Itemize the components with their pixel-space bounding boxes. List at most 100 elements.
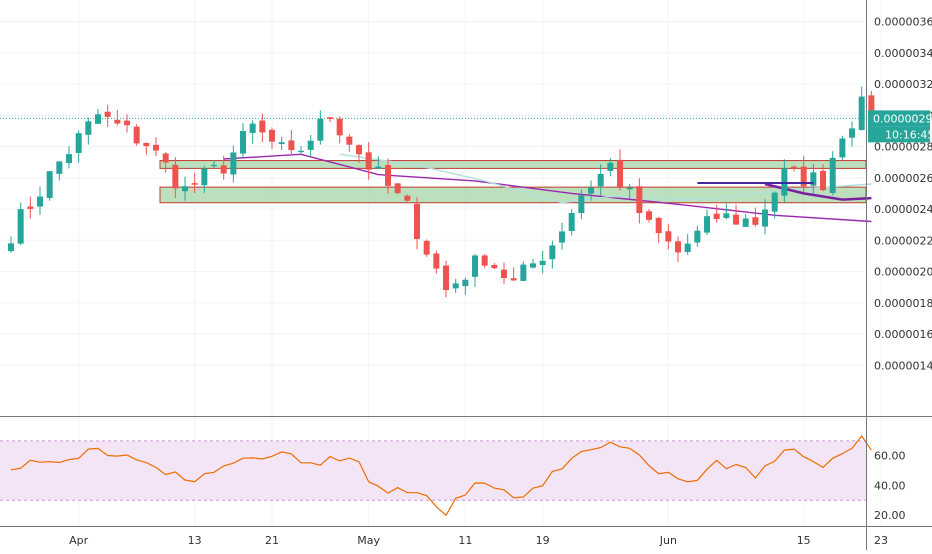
time-tick-label: 23 [874,534,888,547]
candle-body-up [66,154,73,164]
time-tick-label: 11 [458,534,472,547]
moving-average-line [339,153,872,204]
candle-body-up [781,168,788,196]
candle-body-up [597,173,604,187]
candle-body-up [849,128,856,138]
candle-body-up [472,255,479,277]
candle-body-down [356,145,363,155]
candle-body-down [27,206,34,209]
candle-body-up [694,230,701,243]
candle-body-down [336,118,343,136]
candle-body-up [17,209,24,244]
candle-body-down [404,195,411,201]
candle-body-down [655,217,662,234]
last-price-badge [868,110,930,127]
rsi-band [0,440,866,501]
candlesticks [8,86,875,298]
rsi-line [10,434,872,517]
candle-body-down [104,111,111,117]
candle-body-up [539,260,546,266]
candle-body-down [501,269,508,279]
candle-body-up [249,123,256,133]
rsi-panel [0,434,872,517]
last-price-label: 0.00000298 [873,112,932,125]
candle-body-up [182,186,189,192]
grid [0,0,882,526]
candle-body-down [491,264,498,269]
support-zone [159,160,867,169]
time-tick-label: 19 [536,534,550,547]
rsi-tick-label: 40.00 [874,479,906,492]
candle-body-up [230,152,237,175]
candle-body-up [762,209,769,227]
candle-body-up [298,150,305,153]
candle-body-down [385,164,392,186]
candle-body-up [723,213,730,218]
candle-body-down [481,255,488,266]
candle-body-down [365,152,372,170]
candle-body-down [791,166,798,168]
candle-body-up [46,171,53,198]
candle-body-up [211,164,218,167]
candle-body-up [607,162,614,171]
candle-body-up [95,114,102,124]
candle-body-up [742,218,749,227]
candle-body-down [868,95,875,119]
candle-body-up [37,196,44,207]
candle-body-up [56,161,63,174]
candle-body-down [713,213,720,220]
candle-body-down [259,120,266,133]
candle-body-up [85,121,92,135]
candle-body-up [704,216,711,233]
candle-body-up [684,243,691,252]
price-tick-label: 0.00000140 [874,359,932,372]
candle-body-down [220,165,227,174]
candle-body-down [443,265,450,291]
candle-body-down [288,140,295,151]
time-tick-label: 15 [797,534,811,547]
candle-body-down [800,166,807,187]
candle-body-up [626,187,633,190]
countdown-label: 10:16:45 [885,128,932,141]
candle-body-down [114,119,121,124]
candle-body-down [433,253,440,269]
rsi-tick-label: 20.00 [874,509,906,522]
candle-body-up [549,245,556,260]
candle-body-up [530,263,537,268]
candle-body-down [133,126,140,144]
candle-body-down [346,136,353,145]
candle-body-up [8,243,14,252]
candle-body-down [820,170,827,191]
candle-body-up [317,118,324,141]
candle-body-down [162,153,169,163]
candle-body-up [858,96,865,131]
candle-body-up [578,195,585,214]
candle-body-down [143,142,150,147]
candle-body-up [810,172,817,186]
candle-body-up [462,279,469,287]
candle-body-up [375,166,382,169]
price-labels: 0.00000298 10:16:45 [868,110,932,143]
time-tick-label: 13 [188,534,202,547]
candle-body-up [201,168,208,186]
candle-body-up [568,213,575,231]
candle-body-down [394,183,401,194]
candle-body-down [423,240,430,255]
candle-body-up [452,283,459,289]
candle-body-down [646,211,653,220]
candle-body-down [414,203,421,239]
candle-body-up [829,157,836,193]
candle-body-down [172,164,179,189]
candle-body-down [752,217,759,225]
candle-body-up [559,231,566,243]
